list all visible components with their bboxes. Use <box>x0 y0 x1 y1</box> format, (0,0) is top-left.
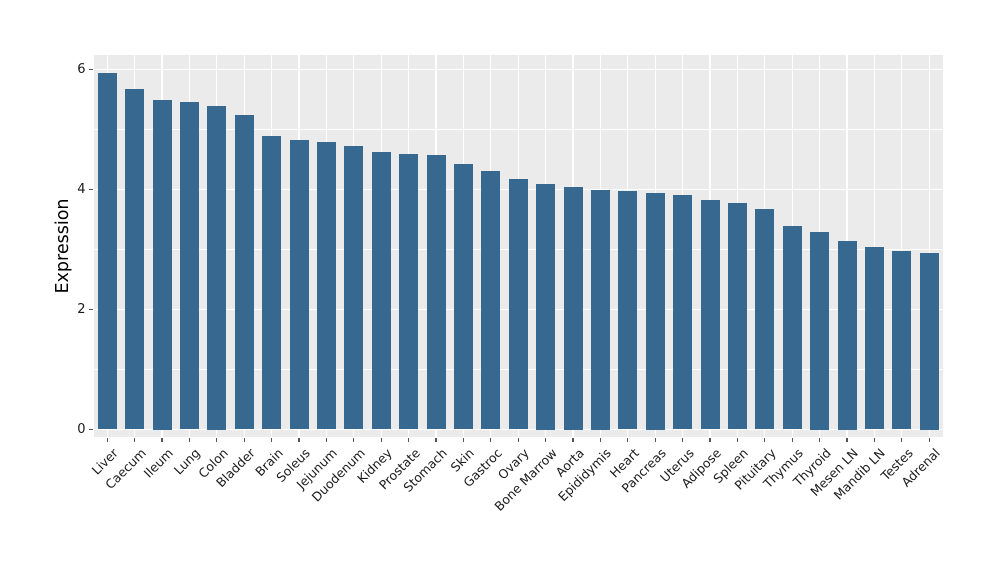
bar-skin <box>453 163 473 430</box>
y-tick-mark <box>89 68 93 71</box>
y-tick-label-4: 4 <box>77 182 86 197</box>
x-tick-mark <box>106 437 108 442</box>
bar-adipose <box>700 200 720 430</box>
x-tick-mark <box>873 437 876 442</box>
bar-liver <box>97 73 117 430</box>
x-tick-mark <box>819 437 821 442</box>
bar-lung <box>179 101 199 430</box>
bar-pancreas <box>645 192 665 430</box>
x-tick-mark <box>325 437 327 442</box>
x-tick-mark <box>545 437 547 442</box>
y-axis-title: Expression <box>53 198 73 294</box>
bar-caecum <box>125 89 145 430</box>
y-tick-mark <box>89 188 93 191</box>
x-tick-mark <box>353 437 355 442</box>
gridline-vertical <box>928 55 930 437</box>
bar-ileum <box>152 99 172 430</box>
gridline-vertical <box>901 55 903 437</box>
bar-brain <box>262 136 282 430</box>
bar-spleen <box>727 202 747 430</box>
x-tick-mark <box>462 437 465 442</box>
x-tick-mark <box>161 437 163 442</box>
bar-pituitary <box>755 209 775 430</box>
y-tick-mark <box>89 308 93 311</box>
x-tick-mark <box>928 437 930 442</box>
x-tick-mark <box>408 437 410 442</box>
bar-colon <box>207 105 227 430</box>
x-tick-mark <box>298 437 300 442</box>
x-tick-mark <box>216 437 218 442</box>
bar-mandib-ln <box>864 247 884 430</box>
x-tick-mark <box>709 437 711 442</box>
bar-bone-marrow <box>536 183 556 430</box>
x-tick-mark <box>134 437 136 442</box>
x-tick-mark <box>188 437 190 442</box>
x-tick-mark <box>271 437 273 442</box>
y-tick-mark <box>89 428 93 431</box>
gridline-vertical <box>873 55 876 437</box>
bar-gastroc <box>481 170 501 430</box>
x-tick-mark <box>654 437 656 442</box>
x-tick-mark <box>517 437 519 442</box>
x-tick-mark <box>764 437 766 442</box>
y-tick-label-6: 6 <box>77 62 86 77</box>
x-tick-mark <box>599 437 602 442</box>
x-tick-mark <box>435 437 437 442</box>
x-tick-mark <box>627 437 629 442</box>
bar-heart <box>618 191 638 430</box>
x-tick-mark <box>380 437 382 442</box>
bar-aorta <box>563 186 583 430</box>
x-tick-mark <box>736 437 739 442</box>
bar-mesen-ln <box>837 240 857 430</box>
bar-testes <box>892 250 912 430</box>
x-tick-mark <box>572 437 574 442</box>
x-tick-mark <box>490 437 492 442</box>
y-tick-label-0: 0 <box>77 422 86 437</box>
y-tick-label-2: 2 <box>77 302 86 317</box>
bar-prostate <box>399 154 419 430</box>
bar-kidney <box>371 152 391 430</box>
bar-thymus <box>782 226 802 430</box>
bar-stomach <box>426 155 446 430</box>
bar-adrenal <box>919 252 939 430</box>
bar-ovary <box>508 178 528 430</box>
bar-uterus <box>673 194 693 430</box>
bar-thyroid <box>810 231 830 430</box>
plot-panel <box>93 55 943 437</box>
bar-duodenum <box>344 146 364 430</box>
bar-soleus <box>289 140 309 430</box>
x-tick-mark <box>682 437 684 442</box>
x-tick-mark <box>846 437 848 442</box>
bar-jejunum <box>316 142 336 430</box>
bar-bladder <box>234 115 254 430</box>
x-tick-mark <box>901 437 903 442</box>
x-tick-mark <box>243 437 245 442</box>
x-tick-mark <box>791 437 793 442</box>
bar-epididymis <box>590 189 610 430</box>
